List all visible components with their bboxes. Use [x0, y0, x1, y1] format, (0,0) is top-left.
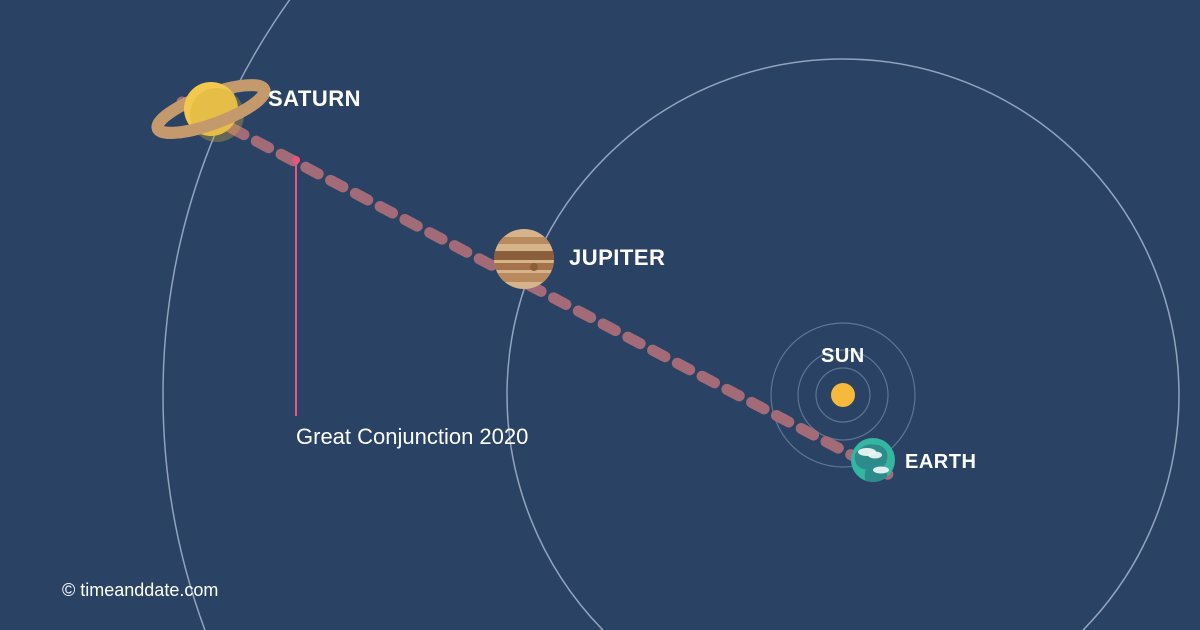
background [0, 0, 1200, 630]
saturn-label: SATURN [268, 86, 361, 112]
earth-label: EARTH [905, 451, 976, 474]
diagram-svg [0, 0, 1200, 630]
sun-label: SUN [821, 345, 865, 368]
sun-icon [831, 383, 855, 407]
jupiter-label: JUPITER [569, 245, 665, 271]
diagram-stage: SATURN JUPITER SUN EARTH Great Conjuncti… [0, 0, 1200, 630]
credit-text: © timeanddate.com [62, 580, 218, 601]
callout-text: Great Conjunction 2020 [296, 424, 528, 450]
callout-dot [292, 156, 300, 164]
